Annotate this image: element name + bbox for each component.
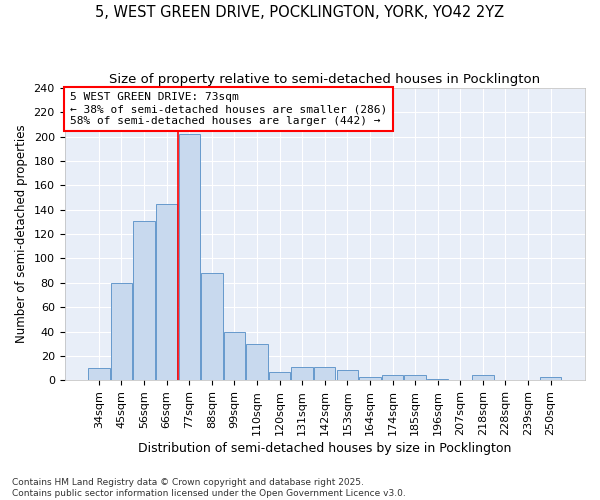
- Bar: [314, 367, 335, 380]
- Bar: [179, 134, 200, 380]
- Text: Contains HM Land Registry data © Crown copyright and database right 2025.
Contai: Contains HM Land Registry data © Crown c…: [12, 478, 406, 498]
- Title: Size of property relative to semi-detached houses in Pocklington: Size of property relative to semi-detach…: [109, 72, 541, 86]
- Bar: [427, 379, 448, 380]
- Bar: [133, 220, 155, 380]
- Bar: [472, 376, 494, 380]
- Bar: [111, 283, 132, 380]
- X-axis label: Distribution of semi-detached houses by size in Pocklington: Distribution of semi-detached houses by …: [138, 442, 511, 455]
- Bar: [88, 368, 110, 380]
- Bar: [540, 376, 562, 380]
- Text: 5 WEST GREEN DRIVE: 73sqm
← 38% of semi-detached houses are smaller (286)
58% of: 5 WEST GREEN DRIVE: 73sqm ← 38% of semi-…: [70, 92, 387, 126]
- Bar: [201, 273, 223, 380]
- Bar: [246, 344, 268, 380]
- Bar: [337, 370, 358, 380]
- Bar: [382, 376, 403, 380]
- Bar: [224, 332, 245, 380]
- Bar: [269, 372, 290, 380]
- Y-axis label: Number of semi-detached properties: Number of semi-detached properties: [15, 125, 28, 344]
- Bar: [359, 376, 380, 380]
- Bar: [292, 367, 313, 380]
- Text: 5, WEST GREEN DRIVE, POCKLINGTON, YORK, YO42 2YZ: 5, WEST GREEN DRIVE, POCKLINGTON, YORK, …: [95, 5, 505, 20]
- Bar: [404, 376, 426, 380]
- Bar: [156, 204, 178, 380]
